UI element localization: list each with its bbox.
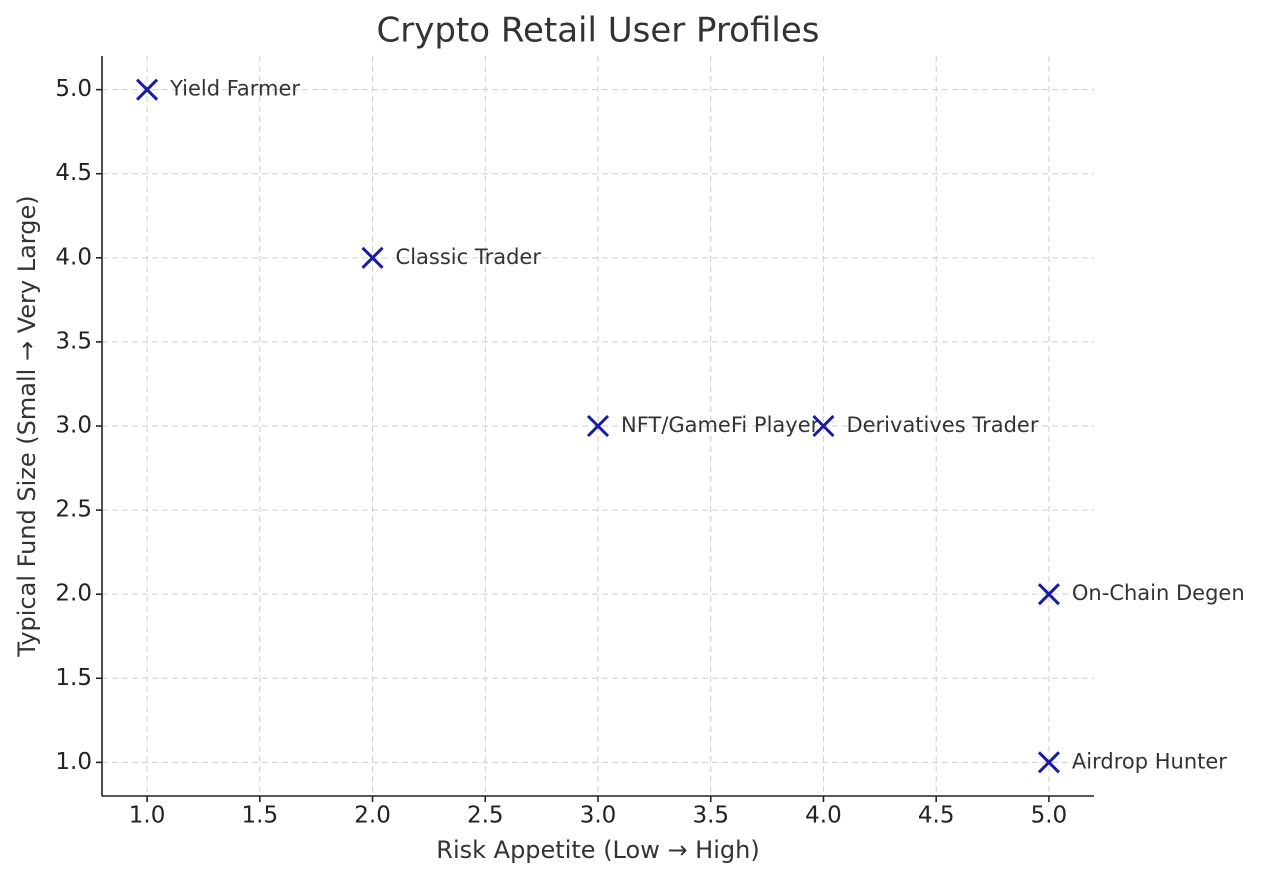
x-tick-label: 2.5	[467, 803, 504, 829]
y-tick-label: 3.5	[55, 328, 92, 354]
y-tick-label: 3.0	[55, 413, 92, 439]
point-label: Classic Trader	[396, 245, 542, 269]
y-tick-label: 2.0	[55, 581, 92, 607]
point-label: On-Chain Degen	[1072, 581, 1245, 605]
x-tick-label: 2.0	[354, 803, 391, 829]
x-axis-label: Risk Appetite (Low → High)	[436, 836, 759, 864]
point	[586, 414, 610, 438]
x-tick-label: 5.0	[1031, 803, 1068, 829]
x-tick-label: 3.5	[692, 803, 729, 829]
chart-title: Crypto Retail User Profiles	[377, 11, 820, 51]
point	[136, 78, 159, 101]
x-tick-label: 4.0	[805, 803, 842, 829]
x-tick-label: 1.0	[129, 803, 166, 829]
point	[361, 246, 384, 269]
point-label: Yield Farmer	[169, 77, 300, 101]
y-tick-label: 1.0	[55, 749, 92, 775]
point-label: NFT/GameFi Player	[621, 413, 820, 437]
y-tick-label: 1.5	[55, 665, 92, 691]
point	[812, 414, 835, 438]
y-tick-label: 2.5	[55, 497, 92, 523]
x-tick-label: 3.0	[580, 803, 617, 829]
y-tick-label: 4.0	[55, 244, 92, 270]
point	[1037, 751, 1060, 774]
point-label: Airdrop Hunter	[1072, 749, 1227, 773]
x-tick-label: 1.5	[242, 803, 279, 829]
y-tick-label: 4.5	[55, 160, 92, 186]
y-tick-label: 5.0	[55, 76, 92, 102]
point-label: Derivatives Trader	[846, 413, 1038, 437]
x-tick-label: 4.5	[918, 803, 955, 829]
y-axis-label: Typical Fund Size (Small → Very Large)	[13, 195, 41, 657]
point	[1037, 583, 1060, 606]
